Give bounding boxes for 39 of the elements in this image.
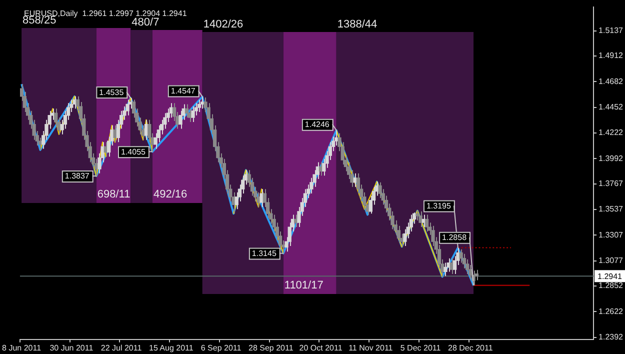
y-tick-label: 1.2622 [598, 306, 624, 316]
y-tick-label: 1.2392 [598, 332, 624, 342]
data-label: 1.4055 [121, 147, 146, 156]
x-tick-label: 28 Sep 2011 [248, 343, 294, 352]
x-tick-label: 11 Nov 2011 [348, 343, 394, 352]
ref-line-label: 1.2941 [598, 272, 623, 281]
y-tick-label: 1.3537 [598, 204, 624, 214]
x-tick-label: 15 Aug 2011 [149, 343, 194, 352]
x-tick-label: 30 Jun 2011 [50, 343, 94, 352]
annotation: 858/25 [22, 14, 56, 27]
x-tick-label: 22 Jul 2011 [100, 343, 142, 352]
x-tick-label: 8 Jun 2011 [2, 343, 42, 352]
y-tick-label: 1.3992 [598, 154, 624, 163]
y-tick-label: 1.3307 [598, 230, 624, 240]
data-label: 1.4547 [170, 86, 196, 96]
data-label: 1.3837 [64, 172, 90, 181]
data-label: 1.3145 [252, 248, 277, 258]
annotation: 492/16 [153, 188, 188, 201]
y-tick-label: 1.4452 [598, 102, 624, 112]
y-tick-label: 1.3077 [598, 256, 624, 266]
data-label: 1.2858 [442, 233, 468, 242]
y-tick-label: 1.4222 [598, 128, 624, 138]
x-tick-label: 6 Sep 2011 [200, 343, 242, 352]
y-tick-label: 1.3767 [598, 179, 624, 188]
y-tick-label: 1.4912 [598, 51, 624, 60]
x-tick-label: 5 Dec 2011 [400, 343, 442, 352]
y-tick-label: 1.5137 [598, 26, 624, 36]
data-label: 1.3195 [426, 201, 452, 210]
x-tick-label: 28 Dec 2011 [448, 343, 494, 352]
annotation: 1101/17 [284, 280, 324, 292]
x-tick-label: 20 Oct 2011 [299, 343, 343, 352]
annotation: 1402/26 [203, 18, 244, 31]
annotation: 480/7 [132, 16, 160, 29]
annotation: 1388/44 [337, 18, 378, 31]
data-label: 1.4535 [99, 88, 124, 97]
annotation: 698/11 [97, 188, 130, 201]
y-tick-label: 1.2852 [598, 281, 624, 290]
y-tick-label: 1.4682 [598, 76, 624, 86]
data-label: 1.4246 [304, 120, 330, 130]
